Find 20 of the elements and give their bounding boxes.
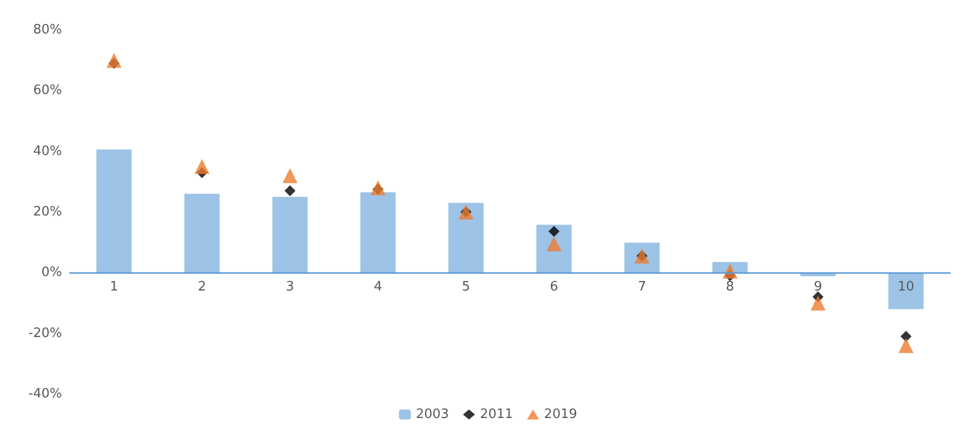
x-tick-label: 5 [462,280,470,295]
x-tick-label: 8 [726,280,734,295]
x-tick-label: 10 [898,280,914,295]
x-tick-label: 3 [286,280,294,295]
y-tick-label: -20% [28,326,62,341]
y-tick-label: 60% [33,83,62,98]
x-tick-label: 2 [198,280,206,295]
x-tick-label: 7 [638,280,646,295]
x-tick-label: 6 [550,280,558,295]
legend-label: 2019 [544,407,578,422]
x-tick-label: 9 [814,280,822,295]
y-tick-label: 20% [33,204,62,220]
y-tick-label: 40% [33,144,62,159]
legend-label: 2003 [416,407,449,422]
legend-label: 2011 [480,407,514,422]
x-tick-label: 4 [374,280,382,295]
y-tick-label: 0% [41,265,62,280]
x-tick-label: 1 [110,280,118,295]
y-tick-label: 80% [33,22,62,38]
y-tick-label: -40% [28,386,62,402]
